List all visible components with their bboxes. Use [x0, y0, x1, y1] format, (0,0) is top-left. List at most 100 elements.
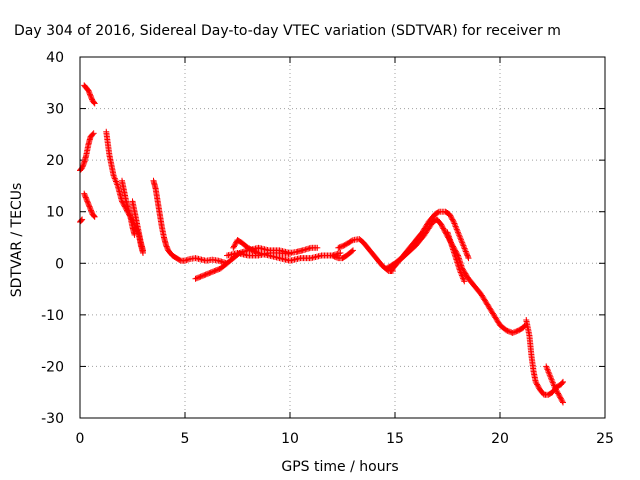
data-point: [88, 208, 95, 215]
data-point: [211, 268, 218, 275]
data-point: [348, 237, 355, 244]
data-point: [446, 211, 453, 218]
data-point: [454, 227, 461, 234]
data-point: [559, 379, 566, 386]
x-tick-label: 5: [181, 431, 190, 447]
data-point: [459, 239, 466, 246]
data-point: [450, 217, 457, 224]
data-point: [548, 376, 555, 383]
x-tick-label: 20: [491, 431, 509, 447]
y-tick-label: -30: [41, 411, 64, 427]
data-point: [332, 254, 339, 261]
data-point: [86, 204, 93, 211]
data-point: [232, 240, 239, 247]
data-point: [79, 163, 86, 170]
data-point: [555, 390, 562, 397]
data-point: [314, 244, 321, 251]
data-point: [460, 242, 467, 249]
data-point: [89, 131, 96, 138]
data-point: [196, 274, 203, 281]
data-point: [111, 175, 118, 182]
data-point: [504, 327, 511, 334]
data-point: [545, 369, 552, 376]
data-point: [331, 253, 338, 260]
data-point: [90, 130, 97, 137]
data-point: [447, 212, 454, 219]
y-axis-title: SDTVAR / TECUs: [9, 183, 25, 298]
data-point: [510, 329, 517, 336]
data-point: [88, 95, 95, 102]
data-point: [348, 248, 355, 255]
data-point: [336, 244, 343, 251]
data-point: [84, 198, 91, 205]
data-point: [463, 251, 470, 258]
y-tick-label: 30: [46, 102, 64, 118]
data-point: [201, 272, 208, 279]
x-axis-title: GPS time / hours: [281, 459, 398, 475]
data-point: [560, 399, 566, 406]
data-point: [558, 396, 565, 403]
data-point: [456, 232, 463, 239]
data-point: [544, 366, 551, 373]
data-point: [545, 367, 551, 374]
data-point: [505, 328, 512, 335]
data-point: [86, 203, 93, 210]
data-point: [439, 224, 446, 231]
data-point: [455, 230, 462, 237]
data-point: [164, 244, 171, 251]
data-point: [82, 193, 89, 200]
data-point: [200, 272, 207, 279]
data-point: [197, 273, 204, 280]
y-tick-label: 40: [46, 50, 64, 66]
y-tick-label: 20: [46, 153, 64, 169]
data-point: [85, 87, 92, 94]
data-point: [287, 251, 293, 258]
data-point: [215, 266, 222, 273]
tick-labels: 0 5 10 15 20 25 -30 -20 -10 0 10 20 30 40: [41, 50, 614, 447]
data-point: [559, 398, 566, 405]
data-point: [457, 269, 464, 276]
data-point: [250, 247, 257, 254]
x-tick-label: 0: [76, 431, 85, 447]
data-point: [195, 274, 202, 281]
data-point: [87, 92, 94, 99]
data-point: [512, 328, 519, 335]
data-point: [114, 181, 121, 188]
data-point: [465, 255, 472, 262]
data-point: [246, 245, 253, 252]
data-point: [555, 391, 562, 398]
data-point: [458, 272, 465, 279]
data-point: [458, 238, 465, 245]
data-point: [208, 269, 215, 276]
data-point: [549, 378, 556, 385]
data-point: [543, 364, 550, 371]
data-point: [461, 245, 468, 252]
data-point: [81, 190, 88, 197]
data-point: [532, 378, 539, 385]
data-point: [251, 248, 258, 255]
data-point: [459, 273, 466, 280]
data-point: [84, 199, 91, 206]
data-point: [91, 213, 97, 220]
data-point: [203, 271, 210, 278]
y-tick-label: -20: [41, 359, 64, 375]
data-point: [547, 373, 554, 380]
data-point: [462, 247, 469, 254]
data-point: [459, 241, 466, 248]
data-point: [507, 328, 514, 335]
data-point: [553, 386, 559, 393]
data-point: [86, 90, 93, 97]
data-point: [550, 381, 557, 388]
data-point: [337, 243, 344, 250]
data-point: [110, 172, 117, 179]
data-point: [441, 228, 448, 235]
data-point: [231, 243, 237, 250]
data-point: [549, 379, 556, 386]
data-point: [140, 247, 146, 254]
data-point: [212, 267, 219, 274]
data-point: [334, 254, 341, 261]
data-point: [163, 242, 170, 249]
data-point: [91, 213, 98, 220]
data-point: [456, 233, 463, 240]
